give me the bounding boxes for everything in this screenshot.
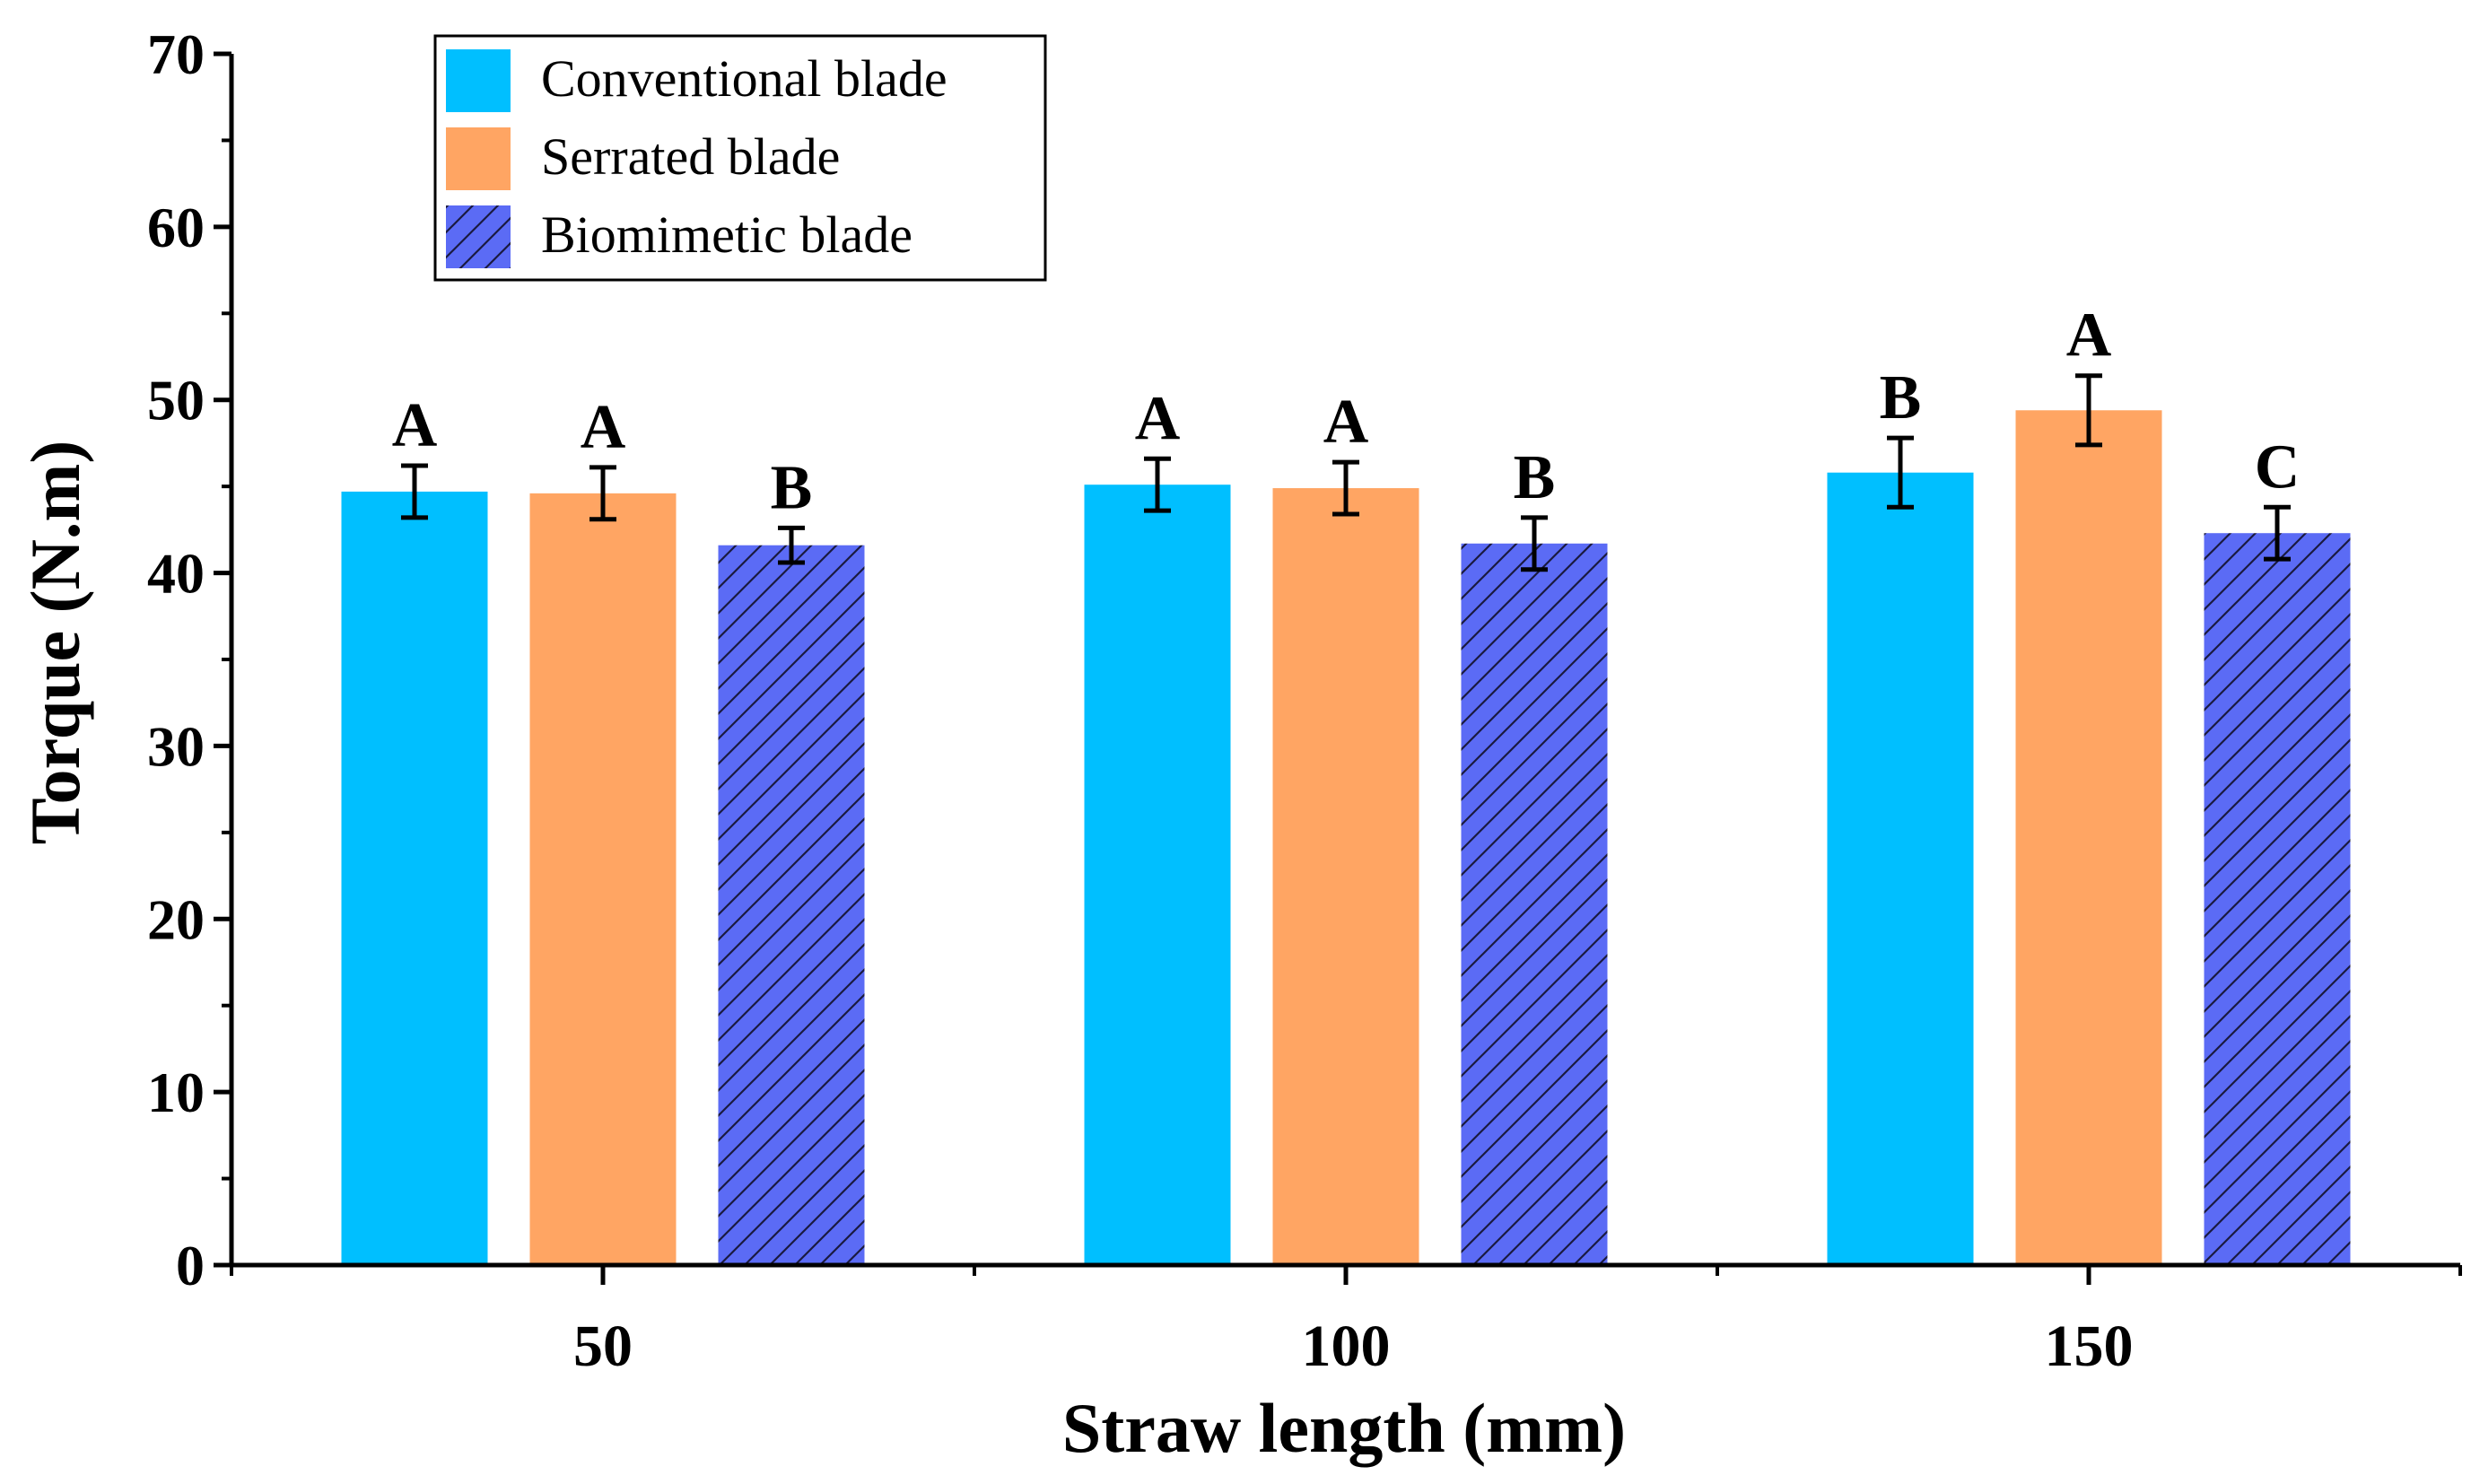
x-tick-label: 100: [1302, 1314, 1391, 1379]
y-tick-label: 50: [147, 369, 205, 432]
legend-swatch: [446, 49, 511, 112]
bar: [1272, 488, 1419, 1265]
x-tick-label: 50: [573, 1314, 633, 1379]
plot-area: 0 10 20 30 40 50 60 70 A A B A A A B B C 50 100 150: [147, 22, 2462, 1379]
bar: [1827, 472, 1974, 1265]
significance-letter: B: [1514, 443, 1556, 512]
legend-label: Biomimetic blade: [541, 205, 912, 264]
x-tick-label: 150: [2045, 1314, 2134, 1379]
bar: [341, 491, 488, 1265]
bar: [718, 545, 865, 1265]
legend-label: Conventional blade: [541, 49, 947, 108]
significance-letter: A: [392, 391, 438, 460]
y-tick-label: 20: [147, 887, 205, 951]
legend-box: [433, 34, 1047, 282]
y-tick-label: 10: [147, 1061, 205, 1124]
significance-letter: A: [1323, 388, 1369, 457]
bar: [1461, 543, 1608, 1265]
y-tick-label: 70: [147, 22, 205, 86]
bar: [529, 493, 677, 1265]
significance-letter: A: [2066, 301, 2112, 371]
bar: [2015, 410, 2162, 1265]
y-tick-label: 60: [147, 196, 205, 259]
legend-label: Serrated blade: [541, 127, 840, 186]
legend: Conventional blade Serrated blade Biomimet…: [433, 34, 1047, 282]
y-tick-label: 40: [147, 542, 205, 606]
significance-letter: B: [1880, 363, 1922, 432]
y-tick-label: 0: [176, 1234, 205, 1297]
significance-letter: B: [771, 453, 813, 522]
legend-swatch: [446, 205, 511, 268]
significance-letter: C: [2255, 432, 2301, 502]
significance-letter: A: [1135, 384, 1181, 453]
legend-swatch: [446, 127, 511, 190]
significance-letter: A: [581, 393, 626, 462]
x-axis-title: Straw length (mm): [1062, 1389, 1626, 1467]
bar: [1084, 484, 1231, 1265]
bar: [2204, 533, 2351, 1265]
y-axis-title: Torque (N.m): [16, 441, 94, 845]
y-tick-label: 30: [147, 714, 205, 778]
